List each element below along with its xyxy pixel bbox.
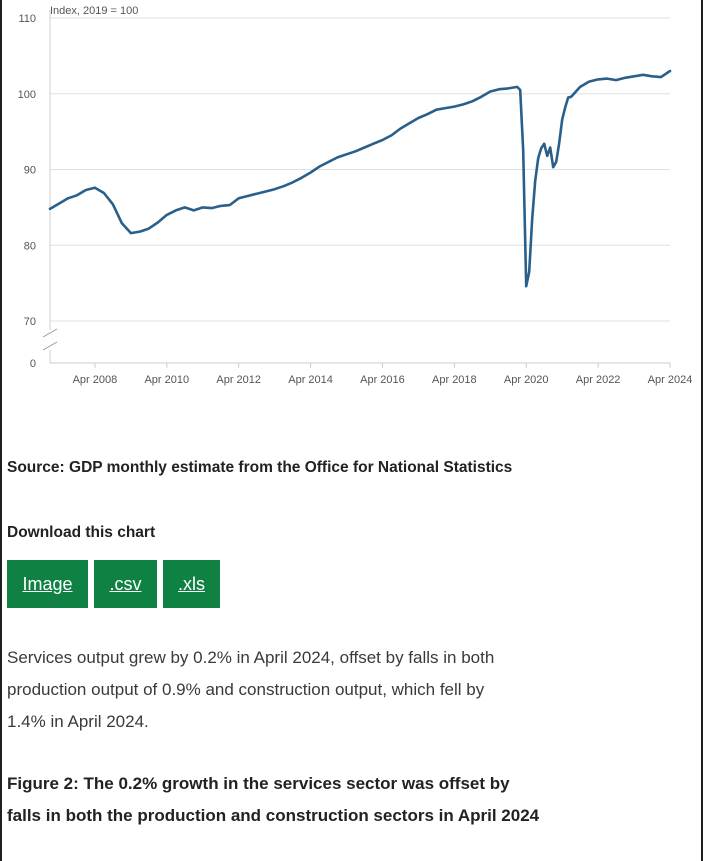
x-tick-label-Apr-2020: Apr 2020 (504, 374, 549, 386)
x-tick-label-Apr-2008: Apr 2008 (73, 374, 118, 386)
y-tick-label-70: 70 (24, 316, 36, 328)
y-tick-label-100: 100 (18, 89, 36, 101)
window-edge-right (701, 0, 703, 861)
gdp-index-series-line (48, 69, 672, 288)
x-tick-label-Apr-2018: Apr 2018 (432, 374, 477, 386)
download-chart-heading: Download this chart (7, 524, 156, 541)
y-tick-label-110: 110 (18, 13, 36, 25)
download-image-button[interactable]: Image (7, 560, 88, 608)
y-axis-ticks: 0 70 80 90 100 110 (18, 13, 36, 370)
chart-source-note: Source: GDP monthly estimate from the Of… (7, 459, 513, 476)
y-tick-label-0: 0 (30, 358, 36, 370)
figure-2-title: Figure 2: The 0.2% growth in the service… (7, 774, 540, 825)
download-xls-button[interactable]: .xls (163, 560, 220, 608)
x-tick-label-Apr-2016: Apr 2016 (360, 374, 405, 386)
window-edge-left (0, 0, 2, 861)
y-axis-unit-label: Index, 2019 = 100 (50, 5, 138, 17)
y-tick-label-80: 80 (24, 240, 36, 252)
services-output-paragraph: Services output grew by 0.2% in April 20… (7, 648, 495, 731)
x-tick-label-Apr-2010: Apr 2010 (144, 374, 189, 386)
x-tick-label-Apr-2012: Apr 2012 (216, 374, 261, 386)
axes (42, 10, 670, 364)
x-tick-label-Apr-2022: Apr 2022 (576, 374, 621, 386)
y-tick-label-90: 90 (24, 165, 36, 177)
axis-break-mark-2 (42, 341, 58, 351)
axis-break-mark-1 (42, 328, 58, 338)
download-csv-button[interactable]: .csv (94, 560, 157, 608)
x-tick-label-Apr-2014: Apr 2014 (288, 374, 333, 386)
x-axis-ticks: Apr 2008 Apr 2010 Apr 2012 Apr 2014 Apr 2016… (73, 363, 693, 386)
x-tick-label-Apr-2024: Apr 2024 (648, 374, 693, 386)
gridlines (50, 17, 670, 322)
